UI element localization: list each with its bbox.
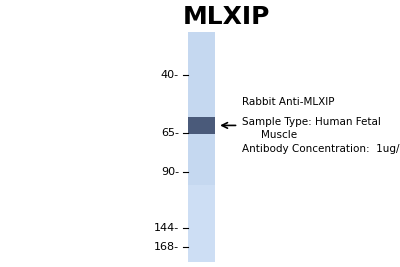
- Text: 65-: 65-: [161, 128, 179, 138]
- Text: 144-: 144-: [154, 223, 179, 233]
- Bar: [188, 32, 215, 262]
- Title: MLXIP: MLXIP: [183, 5, 270, 29]
- Text: 90-: 90-: [161, 167, 179, 177]
- Text: Sample Type: Human Fetal: Sample Type: Human Fetal: [242, 117, 381, 127]
- Text: Antibody Concentration:  1ug/mL: Antibody Concentration: 1ug/mL: [242, 144, 400, 154]
- Text: 168-: 168-: [154, 242, 179, 252]
- Bar: [188, 117, 215, 134]
- Bar: [188, 185, 215, 262]
- Text: 40-: 40-: [161, 70, 179, 80]
- Text: Rabbit Anti-MLXIP: Rabbit Anti-MLXIP: [242, 97, 335, 107]
- Text: Muscle: Muscle: [262, 130, 298, 140]
